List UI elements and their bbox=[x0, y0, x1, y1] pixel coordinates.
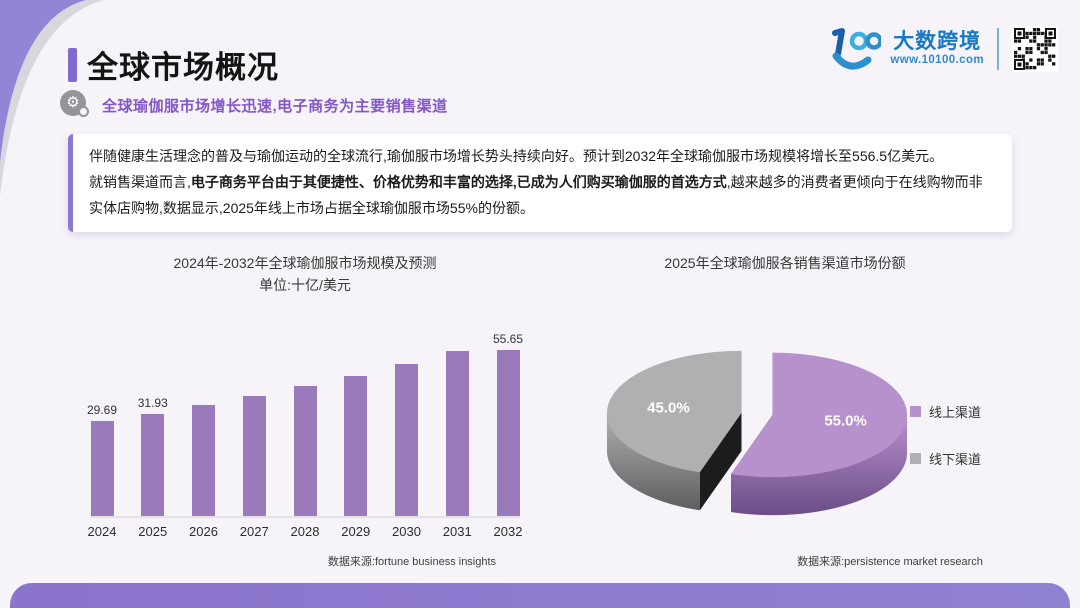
bar-column: 2028 bbox=[291, 332, 319, 539]
axis-tick-label: 2024 bbox=[87, 524, 117, 539]
pie-chart-section: 2025年全球瑜伽服各销售渠道市场份额 45.0% 55.0% 线上渠道线下渠道 bbox=[560, 252, 1010, 516]
legend-swatch bbox=[910, 453, 921, 464]
axis-tick-label: 2028 bbox=[290, 524, 320, 539]
axis-tick-label: 2032 bbox=[493, 524, 523, 539]
bar bbox=[395, 364, 418, 516]
gear-big-icon: ⚙ bbox=[60, 90, 86, 116]
pie-legend: 线上渠道 线下渠道 bbox=[910, 402, 981, 496]
bar-chart-title-line1: 2024年-2032年全球瑜伽服市场规模及预测 bbox=[173, 255, 437, 271]
subtitle-row: ⚙ 全球瑜伽服市场增长迅速,电子商务为主要销售渠道 bbox=[60, 90, 448, 120]
bar-value-label: 29.69 bbox=[86, 403, 118, 417]
pie-slice-percentage: 55.0% bbox=[824, 412, 867, 429]
bar bbox=[445, 351, 469, 516]
axis-tick-label: 2031 bbox=[442, 524, 472, 539]
bar bbox=[344, 376, 368, 516]
page-header: 全球市场概况 bbox=[68, 42, 279, 87]
brand-logo-icon bbox=[832, 28, 882, 70]
divider bbox=[997, 28, 999, 70]
corner-purple-shape bbox=[0, 0, 86, 162]
pie-chart-3d: 45.0% 55.0% bbox=[606, 350, 908, 516]
axis-tick-label: 2030 bbox=[392, 524, 421, 539]
pie-chart-title: 2025年全球瑜伽服各销售渠道市场份额 bbox=[664, 255, 906, 271]
bar bbox=[293, 386, 317, 516]
bar bbox=[90, 421, 114, 516]
title-marker bbox=[68, 47, 77, 82]
bar bbox=[496, 350, 520, 516]
axis-tick-label: 2025 bbox=[138, 524, 168, 539]
bar-column: 2031 bbox=[443, 332, 472, 539]
pie-chart-source: 数据来源:persistence market research bbox=[797, 556, 983, 568]
pie-slice-percentage: 45.0% bbox=[647, 400, 690, 417]
corner-decoration bbox=[0, 0, 104, 196]
bar-value-label: 31.93 bbox=[137, 396, 168, 410]
bar bbox=[141, 414, 165, 516]
bar-column: 2027 bbox=[240, 332, 269, 539]
bar bbox=[242, 396, 266, 516]
gears-icon: ⚙ bbox=[60, 90, 90, 120]
bar-column: 55.65 2032 bbox=[492, 332, 524, 539]
bar-chart-plot: 29.69 2024 31.93 2025 2026 2027 2028 2029 2030 20… bbox=[86, 332, 524, 539]
bar bbox=[192, 405, 215, 516]
legend-item: 线下渠道 bbox=[910, 449, 981, 468]
summary-bold-text: 电子商务平台由于其便捷性、价格优势和丰富的选择,已成为人们购买瑜伽服的首选方式 bbox=[190, 174, 727, 190]
bar-column: 2030 bbox=[392, 332, 421, 539]
legend-label: 线上渠道 bbox=[929, 405, 982, 420]
bar-column: 2029 bbox=[341, 332, 370, 539]
legend-item: 线上渠道 bbox=[910, 402, 981, 421]
summary-paragraph-1: 伴随健康生活理念的普及与瑜伽运动的全球流行,瑜伽服市场增长势头持续向好。预计到2… bbox=[89, 148, 944, 164]
bar-column: 31.93 2025 bbox=[137, 332, 168, 539]
brand-area: 大数跨境 www.10100.com bbox=[823, 26, 1058, 72]
brand-text-block: 大数跨境 www.10100.com bbox=[890, 30, 984, 67]
summary-text-box: 伴随健康生活理念的普及与瑜伽运动的全球流行,瑜伽服市场增长势头持续向好。预计到2… bbox=[68, 134, 1012, 232]
qr-code bbox=[1012, 26, 1058, 72]
bar-column: 2026 bbox=[189, 332, 218, 539]
legend-swatch bbox=[910, 406, 921, 417]
legend-label: 线下渠道 bbox=[929, 452, 982, 467]
bar-column: 29.69 2024 bbox=[86, 332, 118, 539]
bar-chart-source: 数据来源:fortune business insights bbox=[327, 556, 497, 568]
axis-tick-label: 2027 bbox=[239, 524, 269, 539]
pie-slice-top bbox=[606, 350, 742, 473]
bar-chart-section: 2024年-2032年全球瑜伽服市场规模及预测 单位:十亿/美元 29.69 20… bbox=[70, 252, 540, 539]
axis-tick-label: 2026 bbox=[189, 524, 218, 539]
brand-url: www.10100.com bbox=[890, 54, 984, 67]
page-title: 全球市场概况 bbox=[87, 50, 279, 85]
bar-chart-unit-label: 单位:十亿/美元 bbox=[259, 277, 351, 293]
bar-value-label: 55.65 bbox=[492, 332, 524, 346]
bottom-accent-band bbox=[10, 583, 1070, 608]
axis-tick-label: 2029 bbox=[341, 524, 371, 539]
page-subtitle: 全球瑜伽服市场增长迅速,电子商务为主要销售渠道 bbox=[102, 97, 448, 115]
gear-small-icon bbox=[78, 106, 89, 117]
brand-name: 大数跨境 bbox=[893, 30, 982, 54]
pie-slice-top bbox=[730, 352, 908, 478]
summary-paragraph-2: 就销售渠道而言,电子商务平台由于其便捷性、价格优势和丰富的选择,已成为人们购买瑜… bbox=[89, 174, 983, 216]
bar-chart-title: 2024年-2032年全球瑜伽服市场规模及预测 单位:十亿/美元 bbox=[70, 252, 540, 296]
